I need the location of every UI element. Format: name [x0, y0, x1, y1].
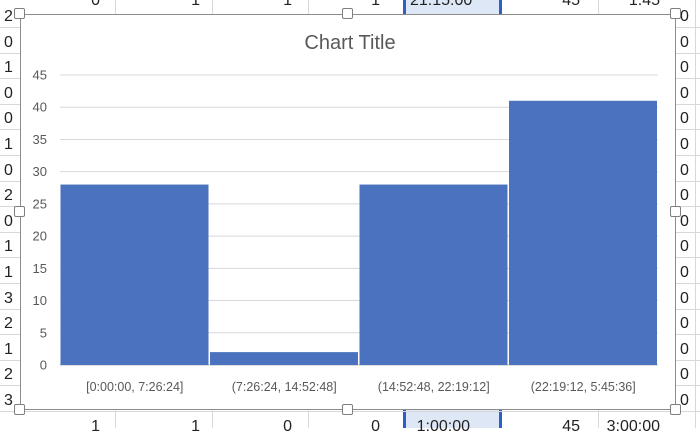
bar[interactable]: [359, 184, 508, 365]
cell[interactable]: 0: [680, 85, 689, 102]
y-tick-label: 0: [40, 358, 47, 373]
cell[interactable]: 1: [91, 418, 100, 435]
resize-handle-middle-left[interactable]: [14, 206, 25, 217]
cell[interactable]: 0: [680, 290, 689, 307]
cell[interactable]: 0: [4, 34, 13, 51]
resize-handle-top-right[interactable]: [670, 8, 681, 19]
cell[interactable]: 3: [4, 392, 13, 409]
cell[interactable]: 0: [680, 366, 689, 383]
y-tick-label: 15: [33, 261, 47, 276]
x-tick-label: (7:26:24, 14:52:48]: [232, 380, 337, 394]
cell[interactable]: 0: [283, 418, 292, 435]
cell[interactable]: 0: [680, 213, 689, 230]
cell[interactable]: 1: [4, 264, 13, 281]
cell[interactable]: 0: [91, 0, 100, 9]
y-axis: 0 5 10 15 20 25 30 35 40 45: [33, 68, 47, 373]
cell[interactable]: 0: [4, 110, 13, 127]
cell[interactable]: 0: [680, 238, 689, 255]
column-gridline: [695, 0, 696, 428]
cell[interactable]: 1:45: [628, 0, 660, 9]
resize-handle-middle-right[interactable]: [670, 206, 681, 217]
cell[interactable]: 0: [680, 136, 689, 153]
cell[interactable]: 0: [680, 341, 689, 358]
cell[interactable]: 0: [4, 213, 13, 230]
x-tick-label: (22:19:12, 5:45:36]: [531, 380, 636, 394]
cell[interactable]: 1: [4, 136, 13, 153]
y-tick-label: 40: [33, 100, 47, 115]
cell[interactable]: 2: [4, 187, 13, 204]
cell[interactable]: 0: [680, 315, 689, 332]
bar[interactable]: [509, 100, 657, 366]
y-tick-label: 45: [33, 68, 47, 83]
resize-handle-top-middle[interactable]: [342, 8, 353, 19]
bar[interactable]: [60, 184, 209, 365]
y-tick-label: 25: [33, 196, 47, 211]
y-tick-label: 5: [40, 325, 47, 340]
y-tick-label: 35: [33, 132, 47, 147]
cell[interactable]: 3: [4, 290, 13, 307]
cell[interactable]: 2: [4, 315, 13, 332]
cell[interactable]: 2: [4, 366, 13, 383]
cell[interactable]: 0: [680, 187, 689, 204]
cell[interactable]: 0: [680, 392, 689, 409]
cell[interactable]: 0: [4, 85, 13, 102]
cell[interactable]: 1: [4, 59, 13, 76]
cell[interactable]: 1: [4, 341, 13, 358]
cell[interactable]: 0: [4, 162, 13, 179]
cell[interactable]: 1: [191, 418, 200, 435]
x-tick-label: [0:00:00, 7:26:24]: [86, 380, 183, 394]
cell[interactable]: 0: [680, 264, 689, 281]
bar[interactable]: [210, 352, 358, 365]
resize-handle-top-left[interactable]: [14, 8, 25, 19]
cell[interactable]: 1: [4, 238, 13, 255]
resize-handle-bottom-left[interactable]: [14, 404, 25, 415]
cell[interactable]: 45: [562, 0, 580, 9]
y-tick-label: 10: [33, 293, 47, 308]
cell[interactable]: 0: [680, 8, 689, 25]
cell[interactable]: 2: [4, 8, 13, 25]
cell[interactable]: 1: [371, 0, 380, 9]
cell[interactable]: 1: [283, 0, 292, 9]
resize-handle-bottom-middle[interactable]: [342, 404, 353, 415]
cell[interactable]: 0: [371, 418, 380, 435]
cell[interactable]: 0: [680, 34, 689, 51]
x-axis: [0:00:00, 7:26:24] (7:26:24, 14:52:48] (14…: [86, 380, 636, 394]
chart-title[interactable]: Chart Title: [304, 32, 396, 54]
x-tick-label: (14:52:48, 22:19:12]: [378, 380, 490, 394]
cell[interactable]: 21:15:00: [410, 0, 473, 9]
y-tick-label: 20: [33, 229, 47, 244]
resize-handle-bottom-right[interactable]: [670, 404, 681, 415]
cell[interactable]: 0: [680, 110, 689, 127]
y-tick-label: 30: [33, 164, 47, 179]
chart-bars: [60, 100, 657, 366]
cell[interactable]: 0: [680, 162, 689, 179]
cell[interactable]: 1: [191, 0, 200, 9]
cell[interactable]: 0: [680, 59, 689, 76]
